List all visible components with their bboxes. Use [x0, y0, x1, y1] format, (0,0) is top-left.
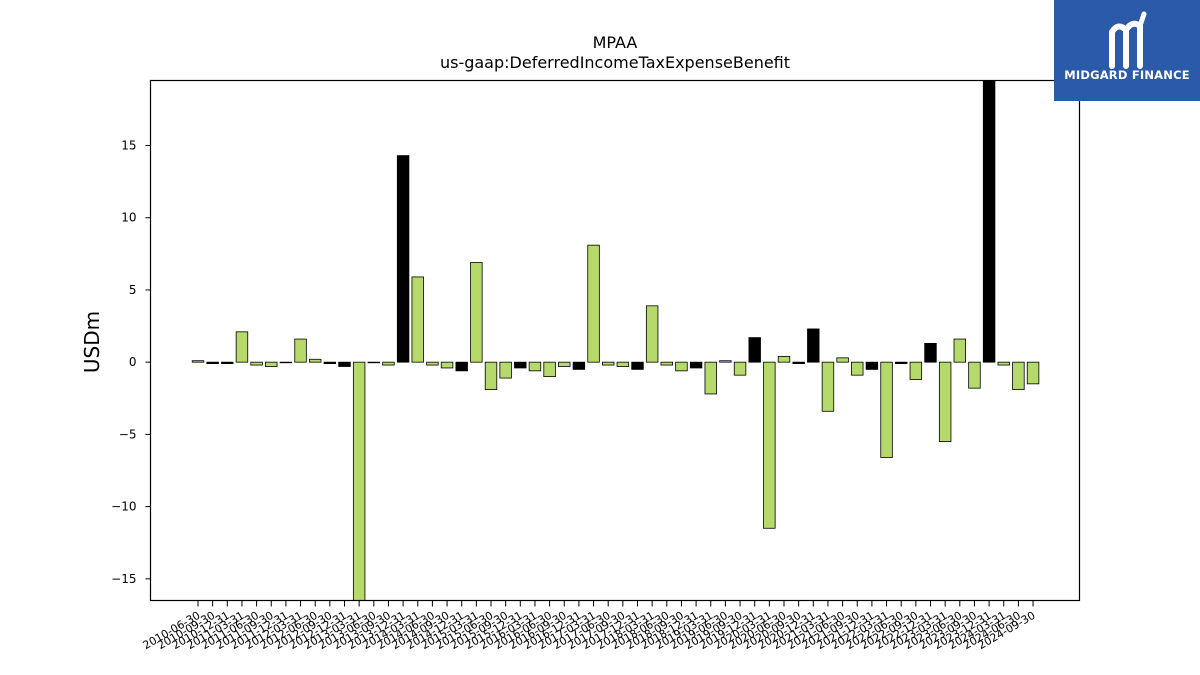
bar-2022-09-30	[909, 361, 923, 380]
y-ticks-group: −15 −10 −5 0 5 10 15	[111, 139, 151, 586]
bar-2011-06-30	[250, 361, 263, 366]
bar-2010-12-31	[221, 361, 234, 365]
bar-2013-06-30	[367, 361, 381, 364]
bar-2019-03-31	[704, 361, 717, 395]
bar-2017-12-31	[631, 361, 644, 370]
bar-2023-09-30	[968, 361, 981, 389]
bar-2010-09-30	[206, 361, 219, 365]
bar-2024-03-31	[997, 361, 1010, 366]
bar-2013-09-30	[382, 361, 395, 366]
bar-2011-09-30	[265, 361, 278, 367]
bar-2013-03-31	[352, 361, 366, 601]
midgard-logo-icon	[1109, 11, 1147, 69]
chart-title: MPAA	[593, 33, 638, 52]
bar-2021-03-31	[821, 361, 835, 412]
y-tick-label: −15	[111, 572, 136, 586]
y-tick-label: 5	[129, 283, 137, 297]
brand-logo-text: MIDGARD FINANCE	[1064, 68, 1190, 82]
bar-2014-09-30	[440, 361, 454, 369]
bar-2022-12-31	[924, 342, 937, 363]
bar-2020-12-31	[807, 328, 820, 363]
bar-2022-03-31	[880, 361, 893, 458]
plot-frame	[149, 79, 1081, 602]
x-ticks-group: 2010-06-302010-09-302010-12-312011-03-31…	[141, 600, 1038, 652]
bar-2019-12-31	[748, 337, 761, 363]
y-tick-label: −10	[111, 500, 136, 514]
bar-2013-12-31	[396, 155, 410, 363]
bar-2024-06-30	[1012, 361, 1025, 391]
y-tick-label: 15	[121, 139, 136, 153]
y-tick-label: 0	[129, 355, 137, 369]
bar-2023-03-31	[938, 361, 952, 443]
bar-2019-09-30	[733, 361, 747, 376]
bar-2018-09-30	[675, 361, 688, 372]
y-tick-label: 10	[121, 211, 136, 225]
bar-2020-03-31	[763, 361, 776, 529]
bar-2024-09-30	[1026, 361, 1040, 385]
bar-2010-06-30	[191, 360, 205, 363]
bar-2018-03-31	[645, 305, 659, 363]
bar-2016-09-30	[558, 361, 571, 367]
bar-2016-03-31	[528, 361, 542, 372]
y-axis-label: USDm	[80, 311, 104, 373]
bar-2017-03-31	[587, 244, 600, 363]
bar-2015-06-30	[484, 361, 498, 391]
y-tick-label: −5	[119, 427, 137, 441]
bar-2023-06-30	[953, 338, 967, 363]
bar-2021-09-30	[851, 361, 864, 376]
bar-2014-06-30	[426, 361, 439, 366]
bar-2022-06-30	[895, 361, 908, 365]
bar-2021-06-30	[836, 357, 849, 363]
bar-2014-03-31	[411, 276, 424, 363]
bar-2011-12-31	[279, 361, 293, 364]
bar-2015-09-30	[499, 361, 512, 379]
bar-2015-12-31	[514, 361, 527, 369]
bar-2012-03-31	[294, 338, 307, 363]
brand-logo: MIDGARD FINANCE	[1054, 0, 1200, 101]
bar-2023-12-31	[982, 80, 996, 363]
bar-2014-12-31	[455, 361, 468, 372]
bar-2020-09-30	[792, 361, 805, 365]
bar-2016-12-31	[572, 361, 586, 370]
chart-subtitle: us-gaap:DeferredIncomeTaxExpenseBenefit	[440, 53, 790, 72]
bar-2021-12-31	[865, 361, 879, 370]
bar-2017-09-30	[616, 361, 630, 367]
bar-2011-03-31	[235, 331, 249, 363]
bar-2017-06-30	[602, 361, 615, 366]
bar-2012-06-30	[308, 358, 322, 363]
bar-2020-06-30	[777, 355, 791, 363]
bar-2012-12-31	[338, 361, 351, 367]
bar-2016-06-30	[543, 361, 556, 378]
bars-group	[191, 80, 1040, 601]
bar-2019-06-30	[719, 360, 732, 363]
bar-2018-12-31	[689, 361, 703, 369]
bar-2012-09-30	[323, 361, 337, 365]
bar-2018-06-30	[660, 361, 674, 366]
bar-2015-03-31	[470, 262, 483, 363]
